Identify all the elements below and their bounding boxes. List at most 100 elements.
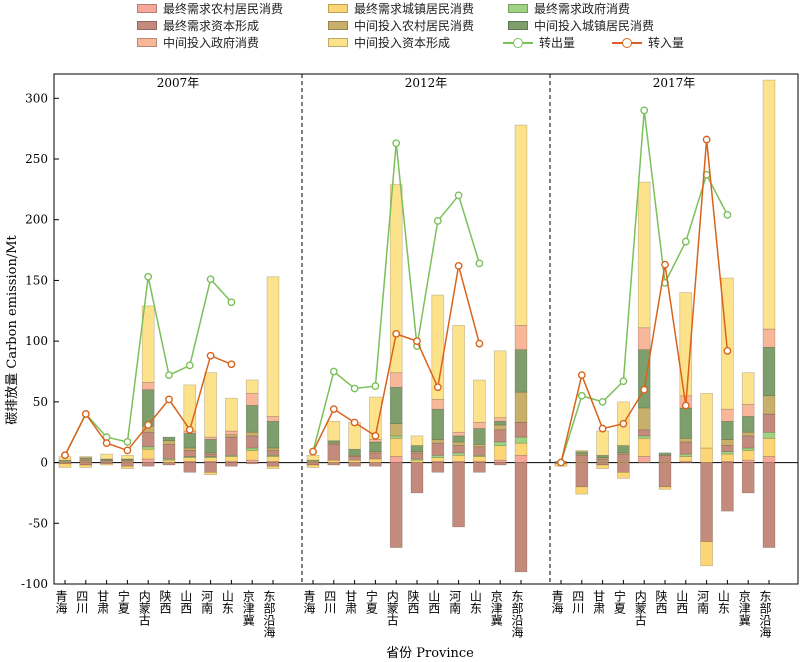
bar-segment: [204, 457, 217, 462]
bar-segment: [721, 439, 734, 446]
category-label: 京津冀: [737, 590, 751, 627]
bar-segment: [514, 349, 528, 393]
bar-segment: [141, 382, 155, 391]
category-label: 宁夏: [116, 589, 130, 614]
bar-segment: [431, 457, 445, 462]
y-tick-label: 100: [25, 334, 48, 348]
bar-segment: [596, 462, 609, 466]
category-label: 河南: [448, 590, 462, 614]
transfer-out-point: [475, 259, 484, 268]
bar-segment: [225, 397, 238, 432]
bar-segment: [721, 420, 734, 440]
bar-segment: [141, 446, 155, 450]
bar-segment: [58, 463, 72, 468]
bar-segment: [327, 462, 341, 466]
transfer-in-point: [309, 447, 317, 456]
bar-segment: [162, 444, 176, 460]
category-label: 青海: [302, 590, 316, 614]
bar-segment: [473, 422, 486, 429]
bar-segment: [204, 439, 217, 454]
bar-segment: [348, 448, 361, 456]
category-label: 山西: [179, 590, 193, 614]
bar-segment: [431, 442, 445, 456]
category-label: 内蒙古: [385, 590, 399, 626]
bar-segment: [369, 441, 382, 452]
transfer-in-point: [619, 419, 628, 428]
transfer-in-point: [123, 446, 132, 455]
bar-segment: [514, 436, 528, 444]
bar-segment: [225, 462, 238, 467]
bar-segment: [473, 446, 486, 456]
bar-segment: [575, 454, 589, 462]
bar-segment: [266, 465, 280, 469]
bar-segment: [389, 437, 403, 457]
bar-segment: [514, 442, 528, 456]
legend-item: 最终需求政府消费: [508, 0, 630, 17]
bar-segment: [741, 435, 755, 449]
bar-segment: [369, 462, 382, 467]
bar-segment: [700, 462, 713, 542]
bar-segment: [204, 453, 217, 457]
bar-segment: [245, 435, 259, 449]
bar-segment: [679, 456, 693, 462]
bar-segment: [493, 459, 507, 463]
bar-segment: [493, 420, 507, 426]
bar-segment: [183, 457, 197, 462]
transfer-in-point: [433, 383, 442, 392]
transfer-in-point: [350, 418, 359, 427]
bar-segment: [410, 445, 424, 452]
category-label: 甘肃: [96, 590, 110, 615]
bar-segment: [493, 424, 507, 431]
bar-segment: [575, 453, 589, 456]
transfer-out-point: [371, 382, 380, 390]
bar-segment: [741, 403, 755, 417]
bar-segment: [452, 462, 465, 528]
bar-segment: [100, 453, 113, 460]
transfer-out-point: [577, 391, 586, 400]
bar-segment: [348, 459, 361, 463]
bar-segment: [473, 462, 486, 473]
bar-segment: [327, 444, 341, 461]
bar-segment: [204, 462, 217, 473]
bar-segment: [493, 417, 507, 422]
bar-segment: [596, 430, 609, 456]
legend-swatch: [328, 21, 348, 30]
transfer-in-point: [185, 425, 194, 434]
bar-segment: [431, 462, 445, 473]
category-label: 京津冀: [241, 590, 255, 627]
bar-segment: [389, 435, 403, 439]
bar-segment: [266, 450, 280, 456]
bar-segment: [637, 407, 651, 431]
bar-segment: [183, 462, 197, 473]
panel-title: 2012年: [405, 76, 448, 90]
bar-segment: [141, 448, 155, 460]
bar-segment: [121, 462, 134, 467]
category-label: 山西: [427, 590, 441, 614]
bar-segment: [389, 456, 403, 463]
bar-segment: [266, 447, 280, 451]
transfer-in-point: [454, 261, 463, 270]
bar-segment: [225, 434, 238, 438]
transfer-in-point: [392, 329, 401, 338]
bar-segment: [617, 471, 630, 479]
bar-segment: [327, 459, 341, 463]
bar-segment: [721, 408, 734, 422]
bar-segment: [741, 372, 755, 405]
legend: 最终需求农村居民消费 最终需求城镇居民消费 最终需求政府消费 最终需求资本形成 …: [0, 0, 800, 52]
bar-segment: [141, 305, 155, 383]
bar-segment: [658, 462, 672, 488]
transfer-out-point: [206, 275, 215, 284]
legend-item: 中间投入资本形成: [328, 34, 450, 51]
transfer-in-point: [61, 451, 69, 460]
bar-segment: [493, 441, 507, 446]
bar-segment: [204, 436, 217, 440]
legend-item: 转出量: [503, 34, 575, 51]
legend-swatch: [328, 38, 348, 47]
transfer-out-point: [454, 191, 463, 200]
bar-segment: [266, 420, 280, 449]
bar-segment: [741, 431, 755, 437]
category-label: 四川: [323, 590, 337, 614]
y-tick-label: -100: [21, 577, 48, 591]
bar-segment: [575, 462, 589, 488]
category-label: 东部沿海: [758, 590, 772, 638]
